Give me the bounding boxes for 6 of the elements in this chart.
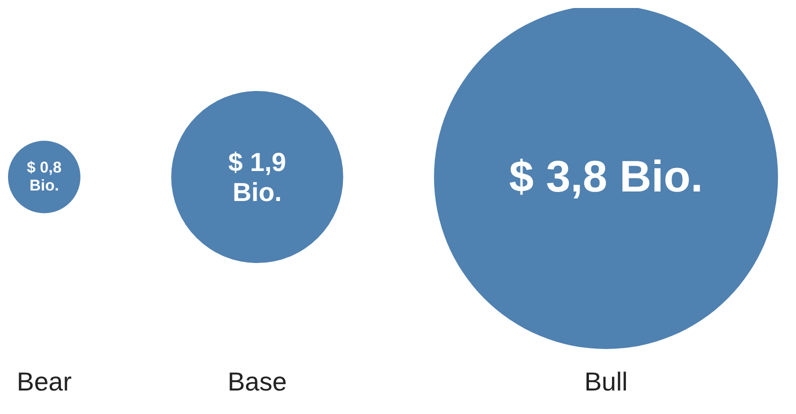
category-label: Bear <box>16 366 72 396</box>
category-label: Bull <box>584 366 628 396</box>
data-label: $ 3,8 Bio. <box>509 152 703 202</box>
data-label: $ 1,9 Bio. <box>228 147 286 207</box>
category-label: Base <box>228 366 287 396</box>
data-label: $ 0,8 Bio. <box>26 160 62 194</box>
